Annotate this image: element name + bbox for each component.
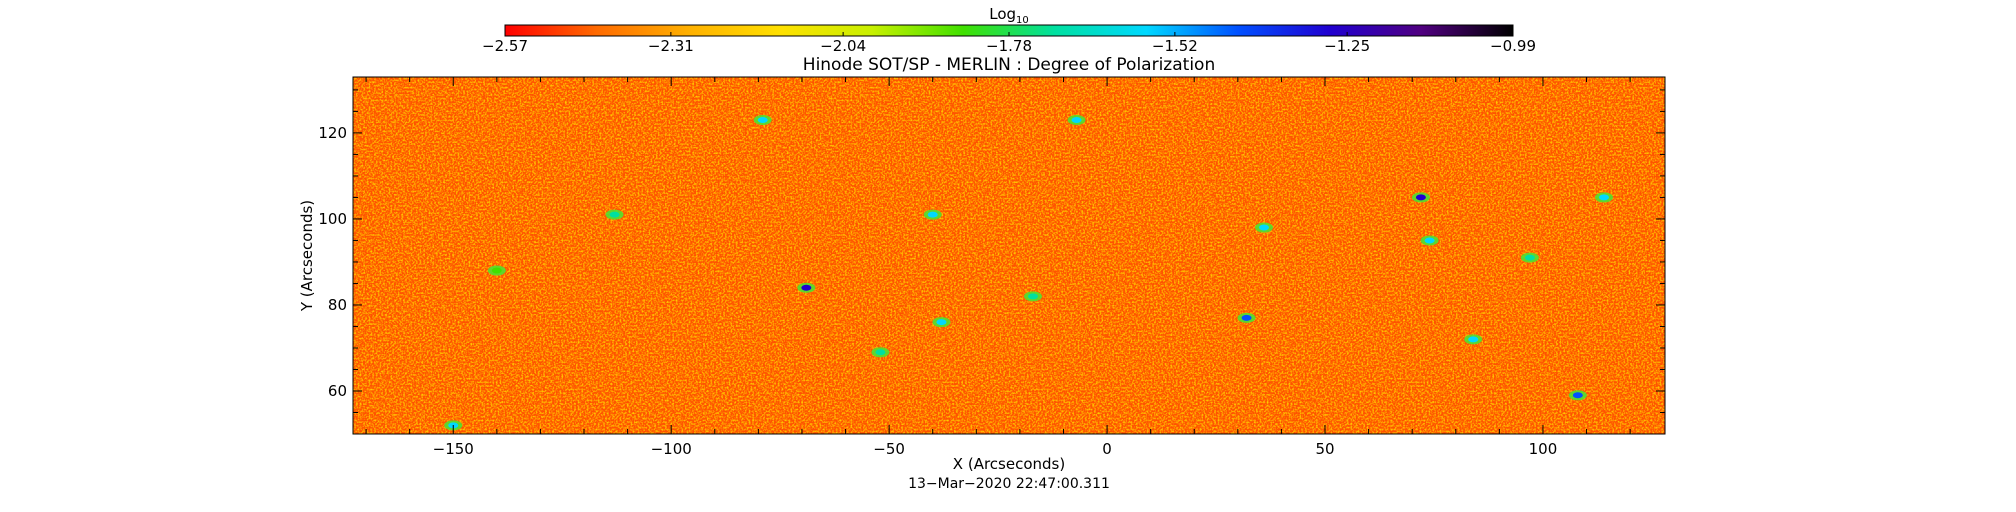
colorbar-tick-label: −2.04	[820, 37, 866, 55]
chart-title: Hinode SOT/SP - MERLIN : Degree of Polar…	[803, 55, 1215, 75]
colorbar-tick-label: −1.78	[986, 37, 1032, 55]
heatmap-feature	[1420, 235, 1439, 246]
heatmap-feature	[1411, 192, 1430, 203]
colorbar-tick-label: −0.99	[1490, 37, 1536, 55]
x-tick-label: 50	[1315, 440, 1334, 458]
colorbar-tick-label: −2.57	[482, 37, 528, 55]
x-axis-ticks: −150 −100 −50 0 50 100	[365, 77, 1631, 458]
heatmap-features	[444, 115, 1613, 431]
heatmap-feature	[1594, 192, 1613, 203]
x-tick-label: 0	[1102, 440, 1112, 458]
y-tick-label: 100	[318, 210, 347, 228]
heatmap-feature	[871, 347, 890, 358]
heatmap-feature	[1520, 252, 1539, 263]
colorbar-ticks: −2.57 −2.31 −2.04 −1.78 −1.52 −1.25 −0.99	[482, 32, 1536, 55]
plot-area: −150 −100 −50 0 50 100 60 80 100 120	[318, 76, 1666, 458]
heatmap-feature	[1568, 390, 1587, 401]
y-axis-ticks: 60 80 100 120	[318, 89, 1665, 435]
heatmap-feature	[487, 265, 506, 276]
heatmap-speckle	[353, 77, 1665, 434]
y-axis-title: Y (Arcseconds)	[298, 200, 316, 312]
heatmap-feature	[1237, 312, 1256, 323]
y-tick-label: 80	[328, 296, 347, 314]
y-tick-label: 60	[328, 382, 347, 400]
heatmap-feature	[1067, 115, 1086, 126]
heatmap-feature	[923, 209, 942, 220]
heatmap-feature	[605, 209, 624, 220]
plot-frame	[352, 76, 1666, 435]
heatmap-feature	[1254, 222, 1273, 233]
x-tick-label: −150	[433, 440, 474, 458]
heatmap-feature	[797, 282, 816, 293]
colorbar-tick-label: −1.52	[1152, 37, 1198, 55]
colorbar-tick-label: −1.25	[1324, 37, 1370, 55]
heatmap-feature	[1464, 334, 1483, 345]
timestamp: 13−Mar−2020 22:47:00.311	[908, 476, 1110, 492]
colorbar-tick-label: −2.31	[648, 37, 694, 55]
y-tick-label: 120	[318, 124, 347, 142]
x-tick-label: 100	[1529, 440, 1558, 458]
x-axis-title: X (Arcseconds)	[953, 455, 1065, 473]
heatmap-feature	[753, 115, 772, 126]
colorbar: Log10 −2.57 −2.31 −2.04 −1.78 −1.52 −1.25 −0.9…	[482, 5, 1536, 55]
x-tick-label: −100	[651, 440, 692, 458]
heatmap-feature	[932, 317, 951, 328]
colorbar-title: Log10	[989, 5, 1029, 26]
colorbar-title-subscript: 10	[1016, 15, 1029, 26]
heatmap-feature	[1023, 291, 1042, 302]
x-tick-label: −50	[873, 440, 905, 458]
